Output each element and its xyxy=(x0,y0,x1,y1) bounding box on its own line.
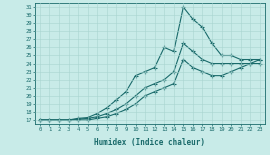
X-axis label: Humidex (Indice chaleur): Humidex (Indice chaleur) xyxy=(94,138,205,147)
